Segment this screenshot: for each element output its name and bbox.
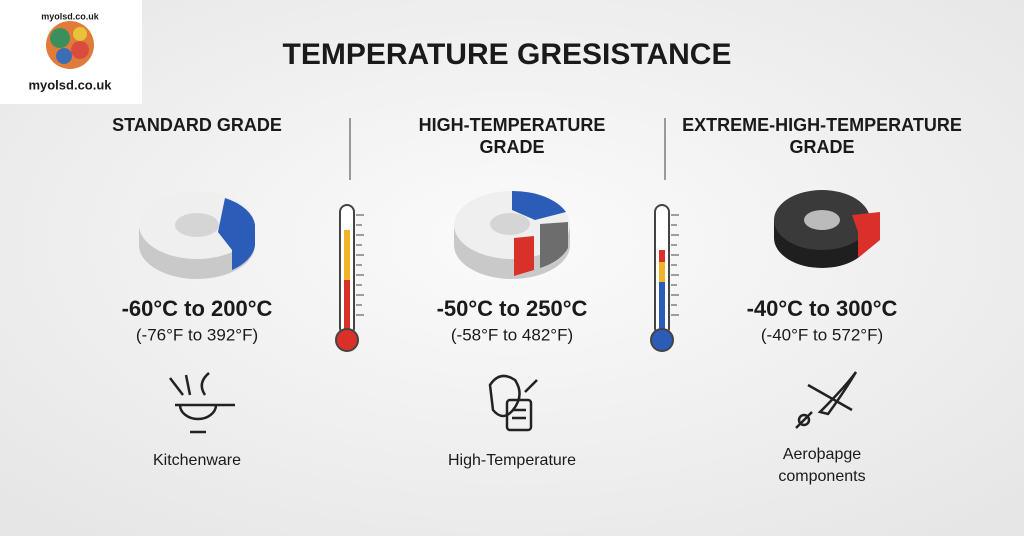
ring — [139, 191, 255, 279]
thermometer — [650, 204, 679, 352]
application-label: Kitchenware — [153, 452, 241, 469]
range-celsius: -50°C to 250°C — [437, 296, 588, 321]
kitchen-icon — [169, 372, 235, 434]
grade-heading: EXTREME-HIGH-TEMPERATURE — [682, 115, 962, 135]
logo-top: myolsd.co.uk — [41, 11, 100, 21]
range-celsius: -60°C to 200°C — [122, 296, 273, 321]
application-label: components — [778, 468, 865, 485]
thermometer — [335, 204, 364, 352]
material-icon — [488, 374, 538, 432]
grade-heading: GRADE — [789, 137, 854, 157]
range-fahrenheit: (-58°F to 482°F) — [451, 325, 573, 344]
ring — [774, 190, 880, 268]
grade-heading: STANDARD GRADE — [112, 115, 282, 135]
title: TEMPERATURE GRESISTANCE — [283, 38, 732, 71]
aero-icon — [795, 371, 858, 429]
application-label: High-Temperature — [448, 452, 576, 469]
logo-bottom: myolsd.co.uk — [28, 77, 112, 92]
grade-heading: HIGH-TEMPERATURE — [419, 115, 606, 135]
ring — [454, 190, 570, 279]
logo-mark — [46, 21, 94, 69]
application-label: Aeroþapge — [783, 446, 861, 463]
range-celsius: -40°C to 300°C — [747, 296, 898, 321]
range-fahrenheit: (-40°F to 572°F) — [761, 325, 883, 344]
range-fahrenheit: (-76°F to 392°F) — [136, 325, 258, 344]
grade-heading: GRADE — [479, 137, 544, 157]
